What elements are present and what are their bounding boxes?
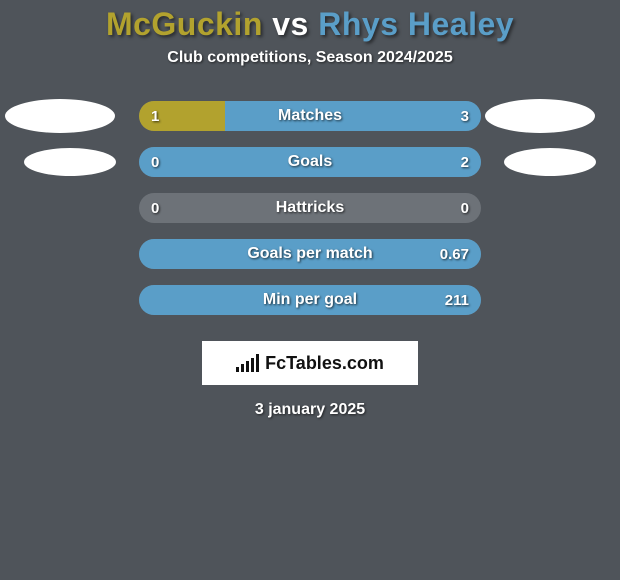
club-logo-placeholder [504, 148, 596, 176]
stat-bar: 0.67Goals per match [139, 239, 481, 269]
stat-row: 211Min per goal [0, 277, 620, 323]
brand-badge: FcTables.com [202, 341, 418, 385]
stat-fill-player2 [139, 147, 481, 177]
brand-text: FcTables.com [265, 353, 384, 374]
stat-bar: 0 0Hattricks [139, 193, 481, 223]
chart-bars-icon [236, 354, 259, 372]
stat-value-player1: 0 [151, 147, 159, 177]
stat-fill-player2 [139, 239, 481, 269]
club-logo-placeholder [485, 99, 595, 133]
stat-row: 0 0Hattricks [0, 185, 620, 231]
stat-value-player2: 211 [445, 285, 469, 315]
stat-fill-player2 [225, 101, 482, 131]
stat-fill-player2 [139, 285, 481, 315]
stat-row: 13Matches [0, 93, 620, 139]
stat-value-player1: 1 [151, 101, 159, 131]
title-vs: vs [263, 6, 318, 42]
stat-row: 02Goals [0, 139, 620, 185]
stat-bar: 13Matches [139, 101, 481, 131]
club-logo-placeholder [24, 148, 116, 176]
title-player1: McGuckin [106, 6, 263, 42]
stat-value-player2: 3 [461, 101, 469, 131]
stat-bar: 02Goals [139, 147, 481, 177]
stat-label: Hattricks [139, 193, 481, 223]
stat-value-player1: 0 [151, 193, 159, 223]
stat-value-player2: 0.67 [440, 239, 469, 269]
title-player2: Rhys Healey [318, 6, 514, 42]
date-text: 3 january 2025 [0, 401, 620, 419]
stat-row: 0.67Goals per match [0, 231, 620, 277]
stat-bar: 211Min per goal [139, 285, 481, 315]
subtitle: Club competitions, Season 2024/2025 [0, 49, 620, 67]
club-logo-placeholder [5, 99, 115, 133]
stat-value-player2: 0 [461, 193, 469, 223]
stat-value-player2: 2 [461, 147, 469, 177]
page-title: McGuckin vs Rhys Healey [0, 6, 620, 43]
